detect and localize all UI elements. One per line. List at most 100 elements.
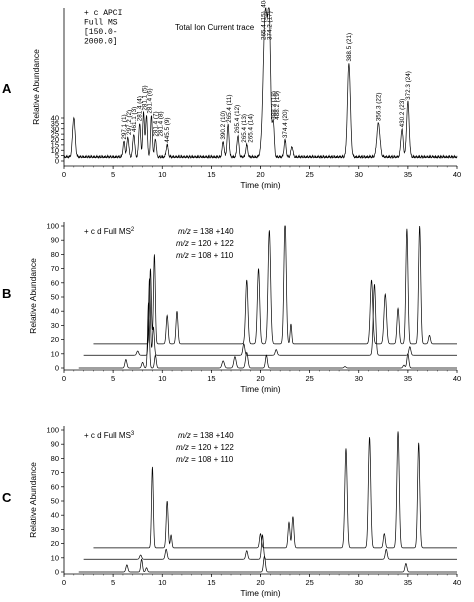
panel-a-peak-label: 388.5 (21)	[346, 33, 353, 62]
panel-b-y-tick-label: 60	[51, 278, 59, 287]
panel-c-series-label-2: m/z = 120 + 122	[176, 443, 234, 452]
panel-a-x-tick-label: 40	[453, 170, 461, 179]
panel-b-x-tick-label: 15	[207, 374, 215, 383]
panel-c-scan-title: + c d Full MS3	[84, 431, 135, 440]
panel-b-x-tick-label: 5	[111, 374, 115, 383]
panel-b-x-tick-label: 40	[453, 374, 461, 383]
panel-a-peak-label: 281.4 (8)	[157, 111, 164, 136]
panel-a-peak-label: 461.1 (3)	[131, 107, 138, 132]
panel-a-y-tick-label: 40	[51, 114, 59, 123]
panel-a-annotation: Total Ion Current trace	[175, 23, 255, 32]
panel-c-y-tick-label: 90	[51, 440, 59, 449]
panel-b-chart: 0 5 10 15 20 25 30 35 40 Time (min) Relative Abund…	[2, 222, 461, 395]
panel-a-panel-letter: A	[2, 81, 12, 96]
panel-c-y-tick-label: 30	[51, 525, 59, 534]
panel-a-peak-label: 430.2 (23)	[399, 99, 406, 128]
panel-b-panel-letter: B	[2, 286, 11, 301]
panel-a-y-tick-label: 10	[51, 146, 59, 155]
panel-a-peak-label: 374.2 (17)	[266, 11, 273, 40]
panel-a-scan-title-line: 2000.0]	[84, 38, 118, 47]
panel-c-x-tick-label: 5	[111, 578, 115, 587]
panel-b-y-tick-label: 0	[55, 364, 59, 373]
panel-b-y-tick-label: 10	[51, 349, 59, 358]
panel-a-peak-label: 356.3 (22)	[375, 93, 382, 122]
panel-c-y-tick-label: 80	[51, 454, 59, 463]
panel-a-peak-label: 281.4 (7)	[152, 111, 159, 136]
panel-c-y-axis-title: Relative Abundance	[28, 462, 38, 538]
panel-a-peak-label: 488.2 (19)	[274, 91, 281, 120]
panel-b-scan-title: + c d Full MS2	[84, 227, 135, 236]
panel-b-x-tick-label: 0	[62, 374, 66, 383]
panel-b-x-tick-label: 20	[256, 374, 264, 383]
panel-a-y-tick-label: 35	[51, 119, 59, 128]
panel-a-peak-label: 281.1 (5)	[142, 85, 149, 110]
panel-a-scan-title-line: Full MS	[84, 19, 118, 28]
panel-a-x-tick-label: 15	[207, 170, 215, 179]
panel-b-series-line-1	[93, 225, 457, 345]
panel-b-y-tick-label: 40	[51, 307, 59, 316]
panel-c-y-tick-label: 20	[51, 539, 59, 548]
panel-a-peak-label: 265.4 (11)	[226, 95, 233, 123]
panel-a-peak-label: 281.4 (4)	[137, 96, 144, 121]
panel-a-peak-label: 281.4 (6)	[146, 88, 153, 113]
panel-a-tic-line	[63, 7, 458, 160]
panel-a-y-tick-label: 25	[51, 130, 59, 139]
panel-b-y-tick-label: 70	[51, 264, 59, 273]
panel-b-x-tick-label: 10	[158, 374, 166, 383]
panel-c-x-tick-label: 0	[62, 578, 66, 587]
panel-c-series-line-3	[78, 555, 457, 573]
panel-c-x-tick-label: 25	[305, 578, 313, 587]
panel-a-x-tick-label: 5	[111, 170, 115, 179]
panel-a-x-tick-label: 10	[158, 170, 166, 179]
panel-a-peak-label: 265.4 (14)	[248, 114, 255, 143]
panel-a-x-axis-title: Time (min)	[240, 180, 280, 190]
panel-c-y-tick-label: 40	[51, 511, 59, 520]
panel-b-series-line-2	[83, 278, 457, 356]
panel-a-peak-label: 372.3 (24)	[405, 71, 412, 100]
panel-c-panel-letter: C	[2, 490, 12, 505]
panel-b-y-axis-title: Relative Abundance	[28, 258, 38, 334]
panel-a-x-tick-label: 35	[404, 170, 412, 179]
panel-a-peak-label: 388.3 (18)	[270, 91, 277, 120]
panel-c-series-label-3: m/z = 108 + 110	[176, 455, 234, 464]
panel-c-y-tick-label: 70	[51, 468, 59, 477]
panel-a-peak-label: 390.2 (10)	[220, 111, 227, 140]
panel-b-series-line-3	[78, 302, 457, 369]
panel-c-series-line-1	[93, 431, 457, 549]
panel-b-y-tick-label: 20	[51, 335, 59, 344]
panel-b-x-tick-label: 35	[404, 374, 412, 383]
panel-c-y-tick-label: 100	[46, 426, 59, 435]
panel-b-y-tick-label: 50	[51, 293, 59, 302]
panel-c-x-tick-label: 15	[207, 578, 215, 587]
panel-c-series-line-2	[83, 533, 457, 560]
panel-a-peak-label: 265.4 (12)	[234, 105, 241, 134]
panel-c-x-axis-title: Time (min)	[240, 588, 280, 598]
panel-b-y-tick-label: 30	[51, 321, 59, 330]
panel-a-scan-title-line: [150.0-	[84, 28, 118, 37]
panel-c-chart: 0 5 10 15 20 25 30 35 40 Time (min) Relative Abund…	[2, 426, 461, 599]
panel-c-x-tick-label: 35	[404, 578, 412, 587]
panel-a-y-tick-label: 15	[51, 140, 59, 149]
panel-a-peak-label: 445.5 (9)	[164, 117, 171, 142]
panel-c-y-tick-label: 0	[55, 568, 59, 577]
panel-b-y-tick-label: 80	[51, 250, 59, 259]
panel-a-x-tick-label: 20	[256, 170, 264, 179]
panel-a-y-axis-title: Relative Abundance	[31, 49, 41, 125]
panel-b-x-tick-label: 30	[355, 374, 363, 383]
panel-b-x-tick-label: 25	[305, 374, 313, 383]
panel-a-y-tick-label: 5	[55, 151, 59, 160]
panel-b-y-tick-label: 90	[51, 236, 59, 245]
panel-b-y-tick-label: 100	[46, 222, 59, 231]
panel-a-peak-label: 265.4 (15), 404.2 (16)	[260, 0, 267, 40]
panel-a-scan-title-line: + c APCI	[84, 9, 122, 18]
panel-c-x-tick-label: 10	[158, 578, 166, 587]
panel-a-peak-label: 297.2 (2)	[126, 110, 133, 135]
panel-b-series-label-2: m/z = 120 + 122	[176, 239, 234, 248]
panel-a-x-tick-label: 30	[355, 170, 363, 179]
panel-a-y-tick-label: 0	[55, 157, 59, 166]
panel-c-series-label-1: m/z = 138 +140	[178, 431, 234, 440]
panel-a-peak-label: 265.4 (13)	[241, 114, 248, 143]
panel-c-y-tick-label: 10	[51, 553, 59, 562]
